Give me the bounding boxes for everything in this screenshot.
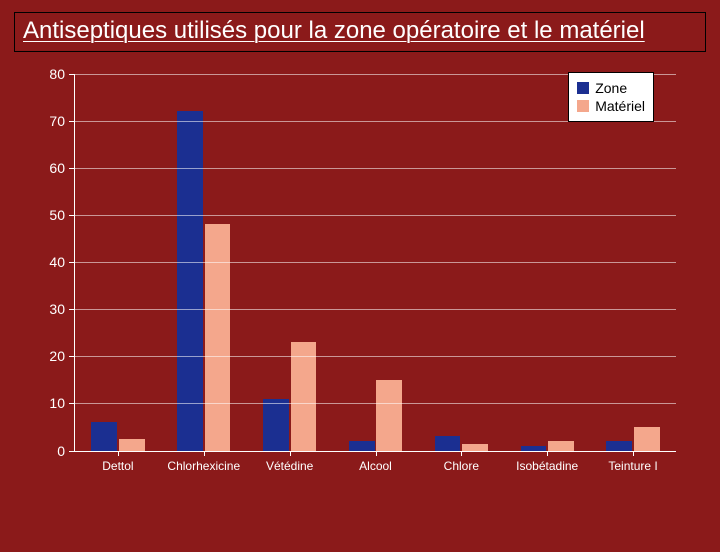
chart: 0 10 20 30 40 50 60 70 80 Dettol Chlorhexicine Vété… [30, 66, 690, 496]
legend: Zone Matériel [568, 72, 654, 122]
bar [205, 224, 231, 450]
bar [263, 399, 289, 451]
page-title: Antiseptiques utilisés pour la zone opér… [23, 17, 697, 45]
gridline [75, 262, 676, 263]
y-tick-label: 20 [35, 348, 75, 364]
y-tick-label: 50 [35, 207, 75, 223]
gridline [75, 403, 676, 404]
legend-swatch [577, 100, 589, 112]
x-tick [290, 451, 291, 456]
bar [606, 441, 632, 450]
bar [291, 342, 317, 450]
category-label: Chlore [444, 459, 479, 473]
category-label: Vétédine [266, 459, 313, 473]
x-tick [376, 451, 377, 456]
category-label: Chlorhexicine [167, 459, 240, 473]
y-tick-label: 60 [35, 160, 75, 176]
bar [634, 427, 660, 451]
gridline [75, 309, 676, 310]
x-tick [633, 451, 634, 456]
gridline [75, 356, 676, 357]
category-label: Teinture I [608, 459, 657, 473]
plot-area: 01020304050607080DettolChlorhexicineVété… [74, 74, 676, 452]
legend-item: Matériel [577, 98, 645, 114]
bar [435, 436, 461, 450]
y-tick-label: 10 [35, 395, 75, 411]
category-label: Alcool [359, 459, 392, 473]
x-tick [118, 451, 119, 456]
bar [119, 439, 145, 451]
y-tick-label: 40 [35, 254, 75, 270]
legend-label: Matériel [595, 98, 645, 114]
legend-label: Zone [595, 80, 627, 96]
x-tick [461, 451, 462, 456]
bar [349, 441, 375, 450]
category-label: Dettol [102, 459, 133, 473]
y-tick-label: 0 [35, 443, 75, 459]
gridline [75, 168, 676, 169]
legend-swatch [577, 82, 589, 94]
legend-item: Zone [577, 80, 645, 96]
bar [91, 422, 117, 450]
bar [521, 446, 547, 451]
bar [376, 380, 402, 451]
y-tick-label: 30 [35, 301, 75, 317]
x-tick [204, 451, 205, 456]
category-label: Isobétadine [516, 459, 578, 473]
title-container: Antiseptiques utilisés pour la zone opér… [14, 12, 706, 52]
bar [462, 444, 488, 451]
gridline [75, 215, 676, 216]
y-tick-label: 70 [35, 113, 75, 129]
bar [548, 441, 574, 450]
y-tick-label: 80 [35, 66, 75, 82]
bar [177, 111, 203, 450]
x-tick [547, 451, 548, 456]
